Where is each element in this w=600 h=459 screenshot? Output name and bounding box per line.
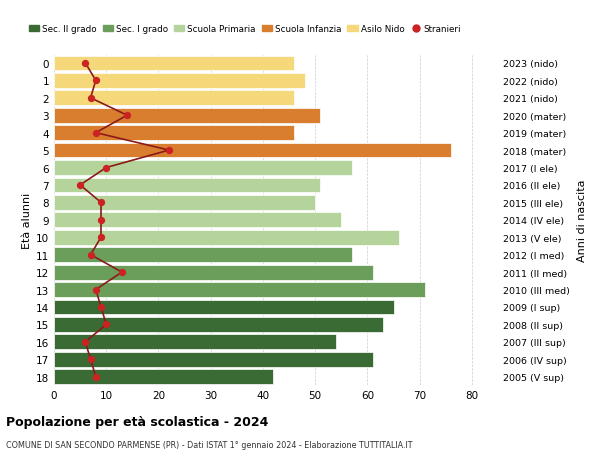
Bar xyxy=(54,369,274,384)
Point xyxy=(91,130,101,137)
Bar xyxy=(54,161,352,175)
Bar xyxy=(54,282,425,297)
Point xyxy=(96,217,106,224)
Y-axis label: Età alunni: Età alunni xyxy=(22,192,32,248)
Bar xyxy=(54,74,305,89)
Bar xyxy=(54,109,320,123)
Bar xyxy=(54,178,320,193)
Bar xyxy=(54,352,373,367)
Bar xyxy=(54,300,394,315)
Point xyxy=(86,95,95,102)
Point xyxy=(86,252,95,259)
Point xyxy=(91,286,101,294)
Bar xyxy=(54,91,294,106)
Bar xyxy=(54,335,336,349)
Bar xyxy=(54,196,315,210)
Point xyxy=(91,78,101,85)
Point xyxy=(101,321,111,328)
Point xyxy=(86,356,95,363)
Text: COMUNE DI SAN SECONDO PARMENSE (PR) - Dati ISTAT 1° gennaio 2024 - Elaborazione : COMUNE DI SAN SECONDO PARMENSE (PR) - Da… xyxy=(6,440,413,449)
Bar xyxy=(54,265,373,280)
Point xyxy=(91,373,101,381)
Point xyxy=(80,60,90,67)
Point xyxy=(80,338,90,346)
Bar xyxy=(54,248,352,263)
Point xyxy=(96,303,106,311)
Point xyxy=(76,182,85,189)
Point xyxy=(96,199,106,207)
Bar xyxy=(54,126,294,141)
Bar xyxy=(54,317,383,332)
Bar xyxy=(54,213,341,228)
Text: Popolazione per età scolastica - 2024: Popolazione per età scolastica - 2024 xyxy=(6,415,268,428)
Point xyxy=(164,147,174,154)
Point xyxy=(122,112,132,120)
Point xyxy=(96,234,106,241)
Y-axis label: Anni di nascita: Anni di nascita xyxy=(577,179,587,262)
Bar xyxy=(54,56,294,71)
Bar xyxy=(54,143,451,158)
Point xyxy=(117,269,127,276)
Point xyxy=(101,164,111,172)
Bar xyxy=(54,230,399,245)
Legend: Sec. II grado, Sec. I grado, Scuola Primaria, Scuola Infanzia, Asilo Nido, Stran: Sec. II grado, Sec. I grado, Scuola Prim… xyxy=(25,22,464,37)
